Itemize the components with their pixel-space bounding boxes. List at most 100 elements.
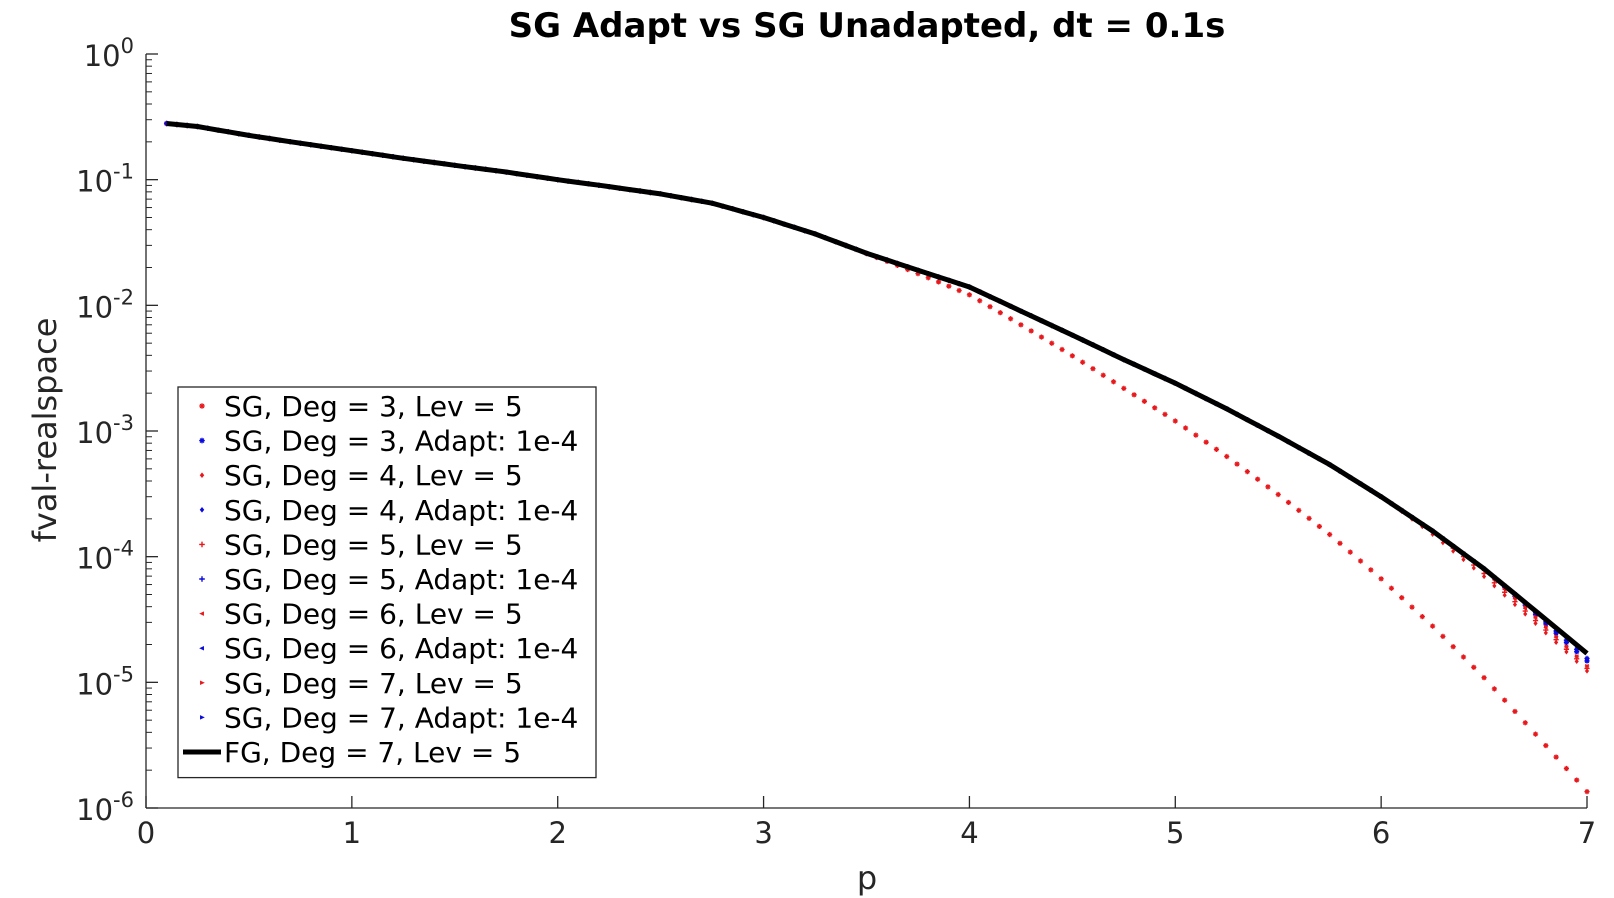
data-point (1450, 644, 1456, 650)
legend-label: FG, Deg = 7, Lev = 5 (224, 736, 521, 769)
data-point (946, 283, 952, 289)
data-point (1543, 630, 1548, 636)
legend-marker (199, 472, 205, 478)
legend-label: SG, Deg = 4, Lev = 5 (224, 459, 523, 492)
legend-marker (199, 645, 204, 651)
data-point (1347, 549, 1353, 555)
data-point (1564, 649, 1569, 655)
data-point (1100, 372, 1106, 378)
x-tick-label: 6 (1372, 816, 1390, 850)
data-point (1172, 418, 1178, 424)
data-point (1213, 446, 1220, 452)
x-axis-label: p (857, 859, 877, 897)
data-point (1512, 601, 1518, 608)
x-tick-label: 5 (1166, 816, 1184, 850)
data-point (1203, 439, 1209, 445)
legend-label: SG, Deg = 5, Adapt: 1e-4 (224, 563, 578, 596)
data-point (1090, 366, 1096, 372)
legend-marker (200, 680, 205, 686)
data-point (1574, 653, 1580, 659)
legend-label: SG, Deg = 7, Adapt: 1e-4 (224, 701, 578, 734)
data-point (935, 279, 942, 285)
data-point (1522, 720, 1528, 726)
data-point (1533, 620, 1538, 626)
legend-marker (200, 715, 205, 720)
data-point (1275, 491, 1281, 498)
data-point (1265, 484, 1271, 490)
legend-item: SG, Deg = 3, Adapt: 1e-4 (199, 425, 578, 458)
data-point (1523, 605, 1528, 610)
data-point (1460, 654, 1467, 660)
data-point (1327, 531, 1333, 538)
data-point (1018, 322, 1024, 328)
x-tick-label: 0 (137, 816, 155, 850)
y-tick-label: 10-2 (76, 285, 134, 324)
x-tick-label: 1 (343, 816, 361, 850)
data-point (1419, 614, 1425, 620)
data-point (987, 304, 993, 310)
data-point (1564, 644, 1570, 649)
series-line-11 (166, 121, 1589, 656)
data-point (1234, 461, 1240, 467)
legend-marker (199, 576, 205, 582)
legend-item: SG, Deg = 6, Lev = 5 (199, 598, 523, 631)
data-point (1440, 633, 1446, 639)
data-point (1512, 708, 1518, 715)
data-point (1502, 697, 1508, 703)
data-point (1574, 646, 1580, 652)
legend-item: FG, Deg = 7, Lev = 5 (183, 736, 521, 769)
chart-title: SG Adapt vs SG Unadapted, dt = 0.1s (509, 6, 1226, 46)
data-point (1182, 425, 1189, 431)
data-point (1028, 328, 1034, 334)
legend-label: SG, Deg = 5, Lev = 5 (224, 528, 523, 561)
data-point (1532, 731, 1539, 737)
legend-item: SG, Deg = 7, Lev = 5 (200, 667, 523, 700)
data-point (1585, 663, 1590, 669)
legend-label: SG, Deg = 6, Adapt: 1e-4 (224, 632, 578, 665)
y-tick-label: 10-4 (76, 537, 134, 576)
data-point (1368, 567, 1374, 573)
data-point (1409, 604, 1415, 610)
data-point (1131, 392, 1137, 398)
legend-item: SG, Deg = 5, Adapt: 1e-4 (199, 563, 578, 596)
data-point (1584, 789, 1590, 795)
legend-box (177, 386, 597, 779)
data-point (1008, 316, 1014, 322)
data-point (1399, 595, 1405, 601)
data-point (1563, 765, 1570, 772)
data-point (1481, 573, 1487, 580)
data-point (1481, 675, 1487, 681)
data-point (1049, 340, 1055, 346)
y-tick-label: 10-6 (76, 788, 134, 827)
legend-item: SG, Deg = 4, Adapt: 1e-4 (199, 494, 578, 527)
data-point (1553, 754, 1559, 760)
y-tick-label: 10-1 (76, 160, 134, 199)
data-point (1296, 507, 1302, 514)
data-point (977, 298, 983, 304)
data-point (1461, 556, 1466, 563)
legend-item: SG, Deg = 4, Lev = 5 (199, 459, 523, 492)
data-point (1491, 686, 1497, 692)
y-tick-label: 10-5 (76, 662, 134, 701)
data-point (1306, 515, 1312, 522)
data-point (1378, 576, 1384, 582)
data-point (1471, 565, 1476, 571)
data-point (1038, 334, 1045, 340)
data-point (1141, 398, 1148, 404)
legend-label: SG, Deg = 4, Adapt: 1e-4 (224, 494, 578, 527)
y-tick-label: 100 (84, 34, 134, 73)
data-point (1543, 742, 1549, 749)
legend-item: SG, Deg = 6, Adapt: 1e-4 (199, 632, 578, 665)
legend-marker (199, 403, 205, 409)
y-axis-label: fval-realspace (26, 318, 64, 543)
data-point (1585, 656, 1590, 661)
data-point (1533, 614, 1539, 619)
data-point (1152, 405, 1158, 411)
data-point (1388, 585, 1395, 591)
legend-marker (199, 611, 204, 616)
legend-marker (199, 507, 205, 513)
x-tick-label: 7 (1578, 816, 1596, 850)
legend-label: SG, Deg = 3, Lev = 5 (224, 390, 523, 423)
data-point (1193, 432, 1199, 438)
